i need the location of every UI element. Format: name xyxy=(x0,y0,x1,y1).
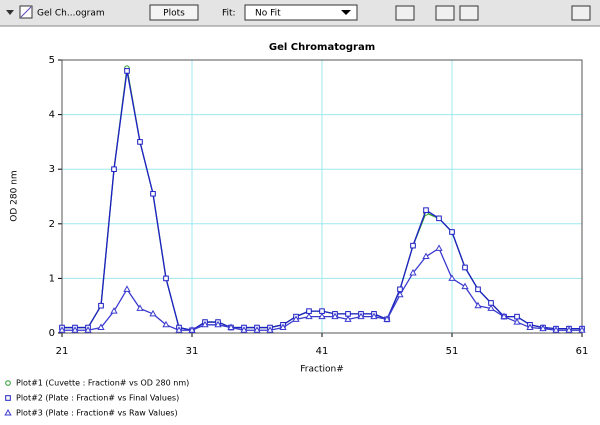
marker xyxy=(279,323,287,331)
fit-dropdown[interactable] xyxy=(244,4,358,21)
marker xyxy=(422,252,430,260)
marker xyxy=(136,304,144,311)
marker xyxy=(188,326,196,333)
y-tick-label: 5 xyxy=(49,55,55,66)
marker xyxy=(110,307,118,314)
marker xyxy=(565,326,573,333)
x-tick-label: 31 xyxy=(186,346,199,357)
marker xyxy=(162,320,170,328)
marker xyxy=(214,320,222,328)
plots-button-label[interactable]: Plots xyxy=(163,9,185,19)
marker xyxy=(71,326,79,333)
marker xyxy=(500,312,508,320)
marker xyxy=(526,323,534,331)
marker xyxy=(423,207,429,213)
marker xyxy=(266,326,274,333)
legend-label: Plot#2 (Plate : Fraction# vs Final Value… xyxy=(16,394,179,403)
marker xyxy=(150,190,156,197)
y-tick-label: 4 xyxy=(49,110,55,121)
marker xyxy=(175,326,183,333)
marker xyxy=(475,286,481,293)
marker xyxy=(240,326,248,333)
marker xyxy=(487,304,495,311)
marker xyxy=(124,68,130,74)
layout-button[interactable] xyxy=(435,5,455,21)
marker xyxy=(578,326,586,333)
marker xyxy=(137,139,143,145)
marker xyxy=(552,326,560,333)
marker xyxy=(98,302,104,309)
x-tick-label: 21 xyxy=(56,346,69,357)
marker xyxy=(461,282,469,290)
marker xyxy=(292,315,300,322)
plots-button[interactable] xyxy=(149,4,199,21)
marker xyxy=(435,244,443,251)
x-axis-label: Fraction# xyxy=(300,365,343,375)
marker xyxy=(513,318,521,325)
marker xyxy=(436,215,442,222)
y-axis-label: OD 280 nm xyxy=(10,170,20,221)
x-tick-label: 41 xyxy=(316,346,329,357)
marker xyxy=(410,242,416,249)
marker xyxy=(4,408,12,416)
fit-value[interactable]: No Fit xyxy=(255,9,281,19)
marker xyxy=(357,312,365,320)
marker xyxy=(462,264,468,271)
plot-frame xyxy=(61,59,583,334)
table-button[interactable] xyxy=(459,5,479,21)
marker xyxy=(331,312,339,320)
chart-title: Gel Chromatogram xyxy=(269,42,375,53)
marker xyxy=(449,229,455,235)
x-tick-label: 51 xyxy=(446,346,459,357)
fit-label: Fit: xyxy=(222,9,236,19)
legend-label: Plot#1 (Cuvette : Fraction# vs OD 280 nm… xyxy=(16,379,189,388)
marker xyxy=(396,290,404,298)
marker xyxy=(149,309,157,317)
dropdown-arrow xyxy=(341,10,351,15)
disclosure-icon[interactable] xyxy=(6,10,14,15)
marker xyxy=(163,275,169,282)
x-tick-label: 61 xyxy=(576,346,589,357)
marker xyxy=(5,395,11,401)
marker xyxy=(5,380,11,386)
marker xyxy=(409,268,417,276)
marker xyxy=(318,312,326,320)
marker xyxy=(370,312,378,320)
marker xyxy=(539,324,547,332)
y-tick-label: 2 xyxy=(49,219,55,230)
y-tick-label: 3 xyxy=(49,164,55,175)
legend-label: Plot#3 (Plate : Fraction# vs Raw Values) xyxy=(16,409,178,418)
marker xyxy=(474,301,482,309)
marker xyxy=(448,274,456,281)
graph-name: Gel Ch...ogram xyxy=(37,9,105,19)
marker xyxy=(97,323,105,331)
graph-icon-line xyxy=(20,6,32,18)
marker xyxy=(123,285,131,292)
marker xyxy=(58,326,66,333)
marker xyxy=(305,312,313,320)
marker xyxy=(84,326,92,333)
marker xyxy=(344,315,352,322)
marker xyxy=(201,320,209,328)
options-button[interactable] xyxy=(571,5,591,21)
y-tick-label: 1 xyxy=(49,273,55,284)
marker xyxy=(227,323,235,331)
marker xyxy=(383,315,391,322)
chart-button[interactable] xyxy=(395,5,415,21)
marker xyxy=(253,326,261,333)
y-tick-label: 0 xyxy=(49,328,55,339)
marker xyxy=(111,166,117,172)
